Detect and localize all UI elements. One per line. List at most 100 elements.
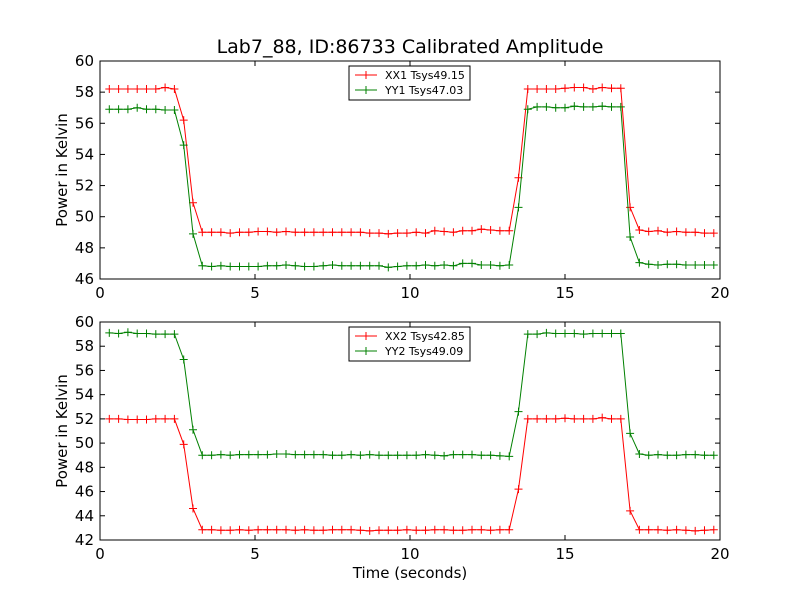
data-point [282, 525, 290, 534]
data-point [226, 262, 235, 271]
data-point [579, 102, 588, 111]
data-point [375, 229, 383, 238]
data-point [356, 228, 365, 237]
data-point [142, 85, 151, 94]
data-point [393, 526, 402, 535]
data-point [384, 526, 393, 535]
data-point [551, 85, 560, 94]
y-tick-label: 46 [75, 270, 94, 288]
data-point [430, 451, 439, 460]
data-point [402, 525, 411, 534]
data-point [244, 262, 253, 271]
data-point [533, 85, 542, 94]
data-point [105, 85, 114, 94]
data-point [309, 262, 318, 271]
data-point [505, 452, 514, 461]
data-point [607, 102, 616, 111]
data-point [272, 261, 281, 270]
data-point [644, 451, 653, 460]
data-point [170, 330, 179, 339]
x-tick-label: 10 [400, 284, 419, 302]
data-point [616, 329, 625, 338]
legend-box [348, 65, 471, 101]
data-point [356, 451, 365, 460]
data-point [272, 450, 281, 459]
data-point [319, 526, 328, 535]
y-tick-label: 54 [75, 386, 94, 404]
data-point [282, 227, 290, 236]
data-point [356, 261, 365, 270]
data-point [309, 526, 318, 535]
data-point [282, 450, 290, 459]
data-point [161, 330, 170, 339]
y-tick-label: 50 [75, 208, 94, 226]
data-point [468, 525, 476, 534]
data-point [105, 105, 114, 114]
data-point [570, 102, 579, 111]
data-point [681, 228, 690, 237]
data-point [579, 330, 588, 339]
data-point [179, 141, 188, 150]
data-point [468, 450, 476, 459]
data-point [551, 103, 560, 112]
data-point [179, 440, 188, 449]
y-tick-label: 50 [75, 434, 94, 452]
data-point [254, 525, 263, 534]
data-point [375, 526, 383, 535]
data-point [598, 102, 607, 111]
data-point [458, 226, 467, 235]
y-tick-label: 58 [75, 337, 94, 355]
data-point [272, 228, 281, 237]
data-point [700, 451, 709, 460]
data-point [337, 261, 346, 270]
data-point [254, 227, 263, 236]
data-point [533, 330, 542, 339]
y-tick-label: 60 [75, 313, 94, 331]
legend-label: XX1 Tsys49.15 [385, 69, 465, 82]
data-point [588, 85, 597, 94]
x-tick-label: 0 [95, 545, 105, 563]
data-point [375, 451, 383, 460]
data-point [347, 228, 356, 237]
top-subplot: 0 5 10 15 20 46 48 50 52 54 56 58 60 Power in Kelvin X… [53, 52, 730, 302]
data-point [114, 414, 123, 423]
data-point [393, 451, 402, 460]
data-point [477, 225, 486, 234]
data-point [681, 450, 690, 459]
data-point [440, 525, 449, 534]
data-point [598, 413, 607, 422]
data-point [198, 525, 207, 534]
chart-title: Lab7_88, ID:86733 Calibrated Amplitude [217, 36, 604, 58]
data-point [179, 116, 188, 125]
data-point [672, 227, 681, 236]
data-point [123, 328, 132, 337]
data-point [402, 451, 411, 460]
data-point [709, 451, 718, 460]
data-point [384, 451, 393, 460]
data-point [672, 451, 681, 460]
data-point [570, 83, 579, 92]
data-point [235, 450, 244, 459]
data-point [189, 504, 197, 513]
data-point [365, 526, 374, 535]
data-point [523, 330, 532, 339]
data-point [663, 228, 672, 237]
data-point [486, 451, 495, 460]
data-point [681, 260, 690, 269]
data-point [495, 525, 504, 534]
data-point [421, 229, 430, 238]
data-point [216, 526, 225, 535]
y-tick-label: 58 [75, 83, 94, 101]
data-point [309, 228, 318, 237]
legend-label: YY2 Tsys49.09 [384, 345, 463, 358]
data-point [309, 450, 318, 459]
data-point [616, 414, 625, 423]
data-point [644, 525, 653, 534]
data-point [691, 450, 700, 459]
data-point [663, 260, 672, 269]
data-point [263, 450, 272, 459]
data-point [133, 415, 142, 424]
data-point [244, 450, 253, 459]
data-point [523, 85, 532, 94]
data-point [263, 227, 272, 236]
